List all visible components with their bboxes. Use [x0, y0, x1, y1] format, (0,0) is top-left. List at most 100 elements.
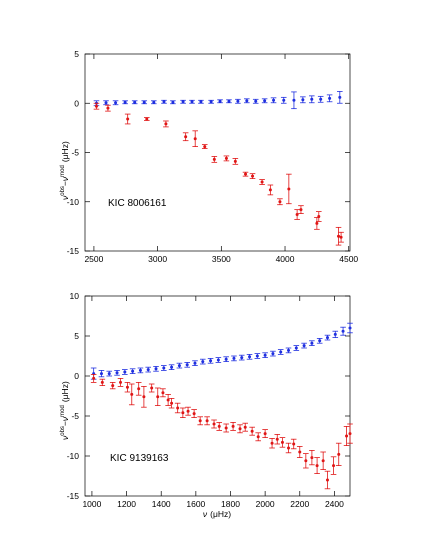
- top-x-tick-label: 3500: [212, 254, 231, 264]
- top-y-tick-label: -5: [71, 148, 79, 158]
- top-red-point: [251, 174, 255, 178]
- top-series-blue: [93, 91, 343, 110]
- bottom-blue-point: [209, 359, 213, 363]
- top-red-point: [337, 234, 341, 238]
- bottom-annotation: KIC 9139163: [110, 453, 169, 464]
- top-y-tick-label: 0: [74, 98, 79, 108]
- bottom-red-point: [287, 446, 291, 450]
- bottom-red-point: [345, 434, 349, 438]
- bottom-blue-point: [333, 332, 337, 336]
- top-blue-point: [114, 101, 118, 105]
- bottom-red-point: [198, 419, 202, 423]
- top-x-tick-label: 2500: [84, 254, 103, 264]
- bottom-series-blue: [90, 322, 353, 380]
- bottom-blue-point: [177, 364, 181, 368]
- bottom-red-point: [263, 432, 267, 436]
- bottom-red-point: [310, 456, 314, 460]
- top-blue-point: [254, 99, 258, 103]
- bottom-red-point: [224, 426, 228, 430]
- bottom-red-point: [92, 376, 96, 380]
- bottom-red-point: [176, 406, 180, 410]
- top-blue-point: [236, 99, 240, 103]
- bottom-red-point: [212, 422, 216, 426]
- top-red-point: [299, 208, 303, 212]
- bottom-xlabel-main: ν: [203, 509, 208, 519]
- bottom-red-point: [321, 459, 325, 463]
- top-chart: 2500 3000 3500 4000 4500 5 0 -5 -10 -15 KIC 80061…: [60, 49, 358, 264]
- bottom-x-tick-label: 2000: [256, 499, 275, 509]
- bottom-blue-point: [248, 355, 252, 359]
- bottom-blue-point: [193, 361, 197, 365]
- bottom-red-point: [275, 437, 279, 441]
- top-red-point: [317, 215, 321, 219]
- bottom-red-point: [325, 478, 329, 482]
- bottom-ylabel-sup2: mod: [60, 405, 66, 417]
- top-red-point: [184, 135, 188, 139]
- bottom-ylabel-mid: −ν: [60, 416, 70, 426]
- top-red-point: [193, 137, 197, 141]
- top-ylabel-sup1: obs: [60, 186, 66, 196]
- bottom-blue-point: [201, 360, 205, 364]
- top-blue-point: [319, 97, 323, 101]
- top-blue-point: [328, 96, 332, 100]
- bottom-red-point: [315, 464, 319, 468]
- bottom-blue-point: [123, 370, 127, 374]
- top-blue-point: [181, 100, 185, 104]
- bottom-red-point: [119, 380, 123, 384]
- bottom-blue-point: [107, 372, 111, 376]
- bottom-xlabel-unit: (μHz): [210, 509, 231, 519]
- top-blue-point: [171, 100, 175, 104]
- bottom-red-point: [280, 440, 284, 444]
- top-red-point: [164, 122, 168, 126]
- top-blue-point: [292, 98, 296, 102]
- top-blue-point: [133, 100, 137, 104]
- top-y-tick-label: -10: [67, 197, 80, 207]
- top-blue-point: [245, 99, 249, 103]
- top-red-point: [315, 221, 319, 225]
- bottom-ylabel-unit: (μHz): [60, 381, 70, 402]
- top-red-point: [268, 188, 272, 192]
- bottom-red-point: [111, 384, 115, 388]
- bottom-red-point: [238, 427, 242, 431]
- bottom-red-point: [181, 411, 185, 415]
- top-red-point: [126, 117, 130, 121]
- top-blue-point: [272, 98, 276, 102]
- bottom-blue-point: [294, 346, 298, 350]
- bottom-blue-point: [170, 365, 174, 369]
- top-y-axis-label: νobs−νmod (μHz): [60, 141, 70, 200]
- bottom-plot-frame: [84, 295, 351, 497]
- bottom-blue-point: [302, 344, 306, 348]
- bottom-red-point: [156, 395, 160, 399]
- bottom-x-axis-label: ν (μHz): [203, 509, 231, 519]
- bottom-y-tick-label: -15: [67, 491, 80, 501]
- top-red-point: [224, 156, 228, 160]
- bottom-blue-point: [310, 341, 314, 345]
- bottom-blue-point: [271, 352, 275, 356]
- top-red-point: [339, 235, 343, 239]
- top-y-tick-label: -15: [67, 246, 80, 256]
- bottom-blue-point: [263, 353, 267, 357]
- bottom-red-point: [161, 391, 165, 395]
- top-red-point: [233, 159, 237, 163]
- bottom-x-tick-label: 2400: [325, 499, 344, 509]
- top-ylabel-sup2: mod: [60, 165, 66, 177]
- top-red-point: [260, 180, 264, 184]
- bottom-blue-point: [216, 358, 220, 362]
- bottom-blue-point: [255, 354, 259, 358]
- bottom-red-point: [256, 435, 260, 439]
- bottom-blue-point: [138, 368, 142, 372]
- bottom-blue-point: [224, 357, 228, 361]
- top-ylabel-main: ν: [60, 195, 70, 200]
- bottom-x-tick-label: 1800: [221, 499, 240, 509]
- top-blue-point: [162, 100, 166, 104]
- top-annotation: KIC 8006161: [108, 198, 167, 209]
- bottom-x-tick-label: 1600: [186, 499, 205, 509]
- bottom-blue-point: [131, 369, 135, 373]
- bottom-red-point: [304, 459, 308, 463]
- bottom-y-tick-label: 0: [74, 371, 79, 381]
- bottom-red-point: [292, 442, 296, 446]
- bottom-y-tick-label: -5: [71, 411, 79, 421]
- top-plot-frame: [84, 53, 351, 252]
- bottom-x-tick-label: 1400: [152, 499, 171, 509]
- top-blue-point: [227, 99, 231, 103]
